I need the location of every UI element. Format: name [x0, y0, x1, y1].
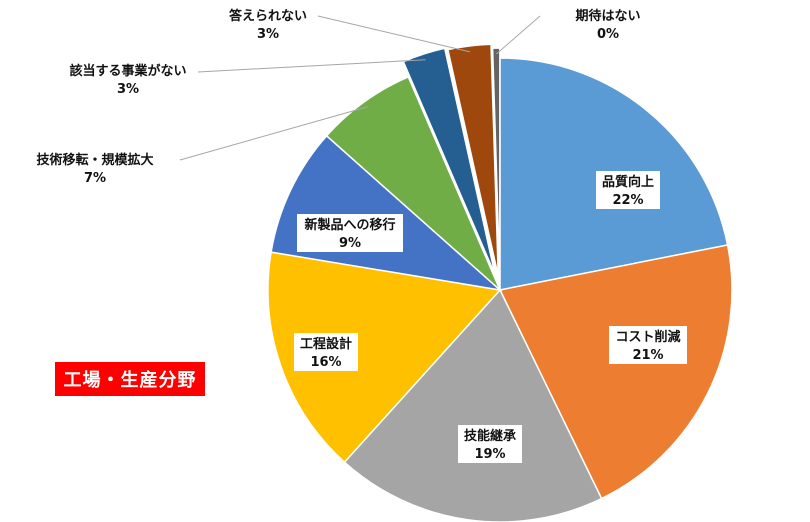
- category-tag: 工場・生産分野: [55, 362, 205, 396]
- pie-slice-2: [498, 244, 733, 500]
- slice-name-label: コスト削減: [615, 329, 680, 345]
- slice-percent-label: 3%: [117, 82, 139, 97]
- leader-line-9: [495, 15, 541, 55]
- leader-line-6: [179, 106, 368, 161]
- slice-label-7: 該当する事業がない 3%: [69, 63, 186, 97]
- slice-label-1: 品質向上 22%: [596, 171, 660, 209]
- leader-lines: [179, 15, 541, 161]
- pie-slice-6: [325, 75, 501, 291]
- slice-name-label: 該当する事業がない: [69, 63, 186, 79]
- slice-name-label: 技能継承: [464, 428, 516, 444]
- slice-label-3: 技能継承 19%: [458, 425, 522, 463]
- slice-name-label: 期待はない: [575, 8, 640, 24]
- leader-line-7: [197, 59, 426, 73]
- slice-label-8: 答えられない 3%: [229, 8, 307, 42]
- slice-name-label: 品質向上: [602, 174, 654, 190]
- slice-label-6: 技術移転・規模拡大 7%: [36, 152, 153, 186]
- slice-label-2: コスト削減 21%: [609, 326, 687, 364]
- slice-percent-label: 0%: [597, 27, 619, 42]
- slice-percent-label: 21%: [632, 348, 663, 363]
- slice-name-label: 工程設計: [300, 336, 352, 352]
- slice-label-4: 工程設計 16%: [294, 333, 358, 371]
- pie-slice-4: [267, 251, 502, 464]
- slice-percent-label: 7%: [84, 171, 106, 186]
- pie-slice-8: [446, 43, 500, 277]
- slice-percent-label: 9%: [339, 236, 361, 251]
- slice-name-label: 答えられない: [229, 8, 307, 24]
- leader-line-8: [317, 15, 471, 53]
- slice-labels: 品質向上 22% コスト削減 21% 技能継承 19% 工程設計 16% 新製品への移行 9% 技術…: [36, 8, 687, 463]
- pie-slice-7: [402, 47, 496, 276]
- slice-percent-label: 22%: [612, 193, 643, 208]
- slice-percent-label: 19%: [474, 447, 505, 462]
- slice-label-background: [458, 425, 522, 463]
- slice-percent-label: 3%: [257, 27, 279, 42]
- slice-name-label: 技術移転・規模拡大: [36, 152, 153, 168]
- slice-label-9: 期待はない 0%: [575, 8, 640, 42]
- slice-label-background: [294, 333, 358, 371]
- slice-percent-label: 16%: [310, 355, 341, 370]
- pie-slice-3: [343, 288, 603, 522]
- slice-label-5: 新製品への移行 9%: [297, 214, 403, 252]
- slice-label-background: [297, 214, 403, 252]
- pie-slice-9: [491, 47, 501, 281]
- slice-label-background: [596, 171, 660, 209]
- slice-label-background: [609, 326, 687, 364]
- slice-name-label: 新製品への移行: [304, 217, 395, 233]
